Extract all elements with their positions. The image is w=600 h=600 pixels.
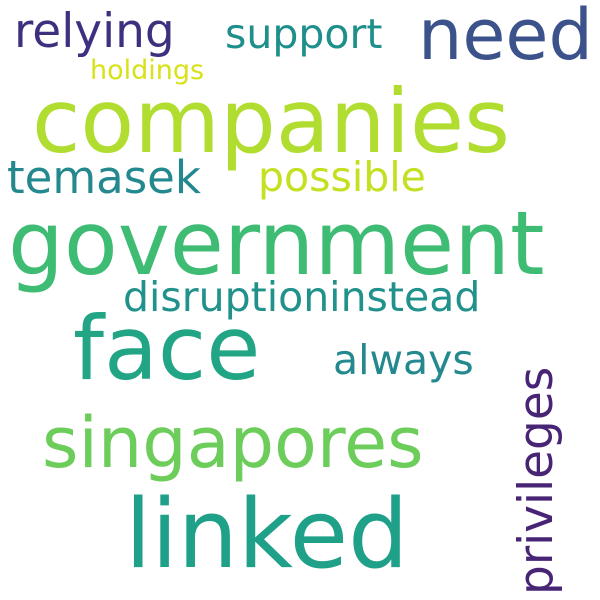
- word-privileges: privileges: [509, 366, 564, 595]
- word-disruptioninstead: disruptioninstead: [123, 273, 481, 321]
- word-companies: companies: [32, 70, 510, 173]
- word-possible: possible: [258, 153, 426, 201]
- word-face: face: [73, 297, 261, 400]
- word-temasek: temasek: [7, 151, 201, 204]
- word-holdings: holdings: [90, 55, 205, 86]
- word-always: always: [333, 336, 474, 384]
- word-support: support: [225, 10, 383, 58]
- word-singapores: singapores: [42, 402, 424, 484]
- word-relying: relying: [14, 4, 175, 59]
- word-government: government: [8, 192, 545, 295]
- word-linked: linked: [125, 480, 409, 590]
- word-need: need: [418, 0, 593, 76]
